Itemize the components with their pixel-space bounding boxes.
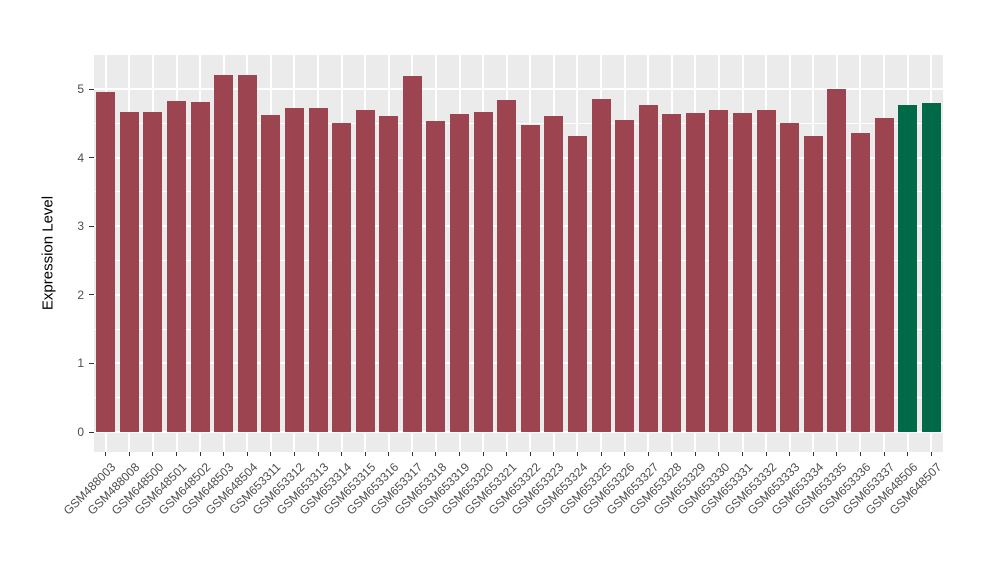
x-axis-tick [930, 452, 932, 456]
x-axis-tick [506, 452, 508, 456]
x-axis-tick [694, 452, 696, 456]
y-tick-label: 5 [77, 82, 84, 96]
x-axis-tick [199, 452, 201, 456]
x-axis-tick [411, 452, 413, 456]
y-axis-tick [89, 294, 94, 296]
bar-GSM653333 [780, 122, 800, 432]
gridline-major [94, 225, 943, 228]
plot-panel [94, 55, 943, 452]
x-axis-tick [341, 452, 343, 456]
x-axis-tick [317, 452, 319, 456]
y-tick-label: 1 [77, 356, 84, 371]
x-axis-tick [718, 452, 720, 456]
y-axis-tick [89, 157, 94, 159]
y-tick-label: 0 [77, 425, 84, 439]
bar-GSM648501 [167, 101, 187, 432]
x-axis-tick [435, 452, 437, 456]
x-axis-tick [812, 452, 814, 456]
x-axis-tick [907, 452, 909, 456]
bar-GSM653321 [497, 99, 517, 432]
x-axis-tick [246, 452, 248, 456]
bar-GSM653319 [450, 114, 470, 432]
bar-GSM653317 [402, 75, 422, 432]
bar-GSM653315 [355, 109, 375, 432]
y-axis-tick [89, 88, 94, 90]
x-axis-tick [742, 452, 744, 456]
bar-GSM653324 [567, 136, 587, 432]
bar-GSM653326 [615, 119, 635, 432]
gridline-major [94, 431, 943, 433]
bar-GSM648500 [143, 112, 163, 432]
gridline-minor [94, 397, 943, 399]
y-tick-label: 3 [77, 219, 84, 234]
y-axis-tick [89, 362, 94, 364]
x-axis-tick [624, 452, 626, 456]
x-axis-tick [105, 452, 107, 456]
x-axis-tick [836, 452, 838, 456]
bar-GSM648502 [190, 102, 210, 432]
bar-GSM653334 [803, 136, 823, 432]
x-axis-tick [883, 452, 885, 456]
x-axis-tick [529, 452, 531, 456]
bar-GSM653322 [520, 124, 540, 432]
gridline-major [94, 362, 943, 365]
bar-GSM653323 [544, 115, 564, 432]
y-axis-tick [89, 225, 94, 227]
x-axis-tick [364, 452, 366, 456]
x-axis-tick [223, 452, 225, 456]
y-tick-label: 2 [77, 287, 84, 302]
x-axis-tick [859, 452, 861, 456]
gridline-major [94, 88, 943, 90]
bar-GSM653328 [662, 114, 682, 432]
x-axis-tick [671, 452, 673, 456]
x-axis-tick [152, 452, 154, 456]
bar-GSM653311 [261, 115, 281, 432]
y-axis-tick [89, 431, 94, 433]
gridline-minor [94, 191, 943, 193]
y-tick-label: 4 [77, 150, 84, 165]
x-axis-tick [459, 452, 461, 456]
bar-GSM653316 [379, 115, 399, 432]
bar-GSM648506 [898, 104, 918, 432]
x-axis-tick [765, 452, 767, 456]
gridline-minor [94, 328, 943, 330]
x-axis-tick [293, 452, 295, 456]
bar-GSM653318 [426, 121, 446, 432]
gridline-minor [94, 260, 943, 261]
bar-GSM653327 [638, 104, 658, 432]
x-axis-tick [789, 452, 791, 456]
x-axis-tick [553, 452, 555, 456]
bar-GSM653329 [685, 113, 705, 432]
bar-GSM653331 [733, 113, 753, 432]
gridline-minor [94, 122, 943, 124]
bar-GSM653332 [756, 109, 776, 432]
bar-GSM648503 [214, 74, 234, 432]
bar-GSM488008 [119, 112, 139, 432]
bar-GSM653335 [827, 89, 847, 432]
x-axis-tick [576, 452, 578, 456]
gridline-major [94, 156, 943, 159]
bar-GSM653320 [473, 112, 493, 432]
bar-GSM653330 [709, 109, 729, 432]
x-axis-tick [128, 452, 130, 456]
x-axis-tick [647, 452, 649, 456]
bar-GSM653325 [591, 99, 611, 432]
gridline-major [94, 293, 943, 296]
x-axis-tick [270, 452, 272, 456]
bar-GSM488003 [96, 92, 116, 432]
x-axis-tick [176, 452, 178, 456]
bar-GSM648507 [921, 102, 941, 432]
bar-GSM653312 [284, 107, 304, 432]
x-axis-tick [388, 452, 390, 456]
x-axis-tick [482, 452, 484, 456]
bar-GSM648504 [237, 74, 257, 432]
bar-GSM653337 [874, 117, 894, 432]
bar-GSM653314 [332, 123, 352, 432]
x-axis-tick [600, 452, 602, 456]
bar-GSM653336 [850, 132, 870, 432]
bar-GSM653313 [308, 107, 328, 432]
